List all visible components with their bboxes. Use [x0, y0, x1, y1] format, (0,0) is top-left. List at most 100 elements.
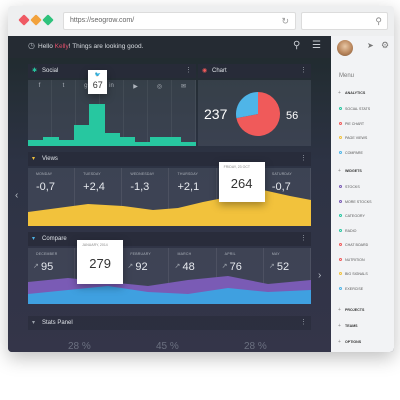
sidebar-item-label: OPTIONS: [345, 340, 362, 344]
views-column-value: -1,3: [130, 181, 150, 193]
sidebar-item-more-stocks[interactable]: MORE STOCKS: [331, 199, 394, 208]
compare-callout-value: 279: [89, 256, 111, 271]
more-options-icon[interactable]: ⋮: [185, 67, 192, 74]
plus-icon: +: [338, 339, 341, 345]
chevron-down-icon[interactable]: ▾: [32, 320, 36, 326]
bullet-icon: [339, 243, 342, 246]
sidebar-item-label: CATEGORY: [345, 214, 365, 218]
sidebar-item-label: MORE STOCKS: [345, 199, 372, 204]
views-column-value: -0,7: [36, 181, 55, 193]
social-bar: [73, 125, 90, 146]
search-icon[interactable]: ⚲: [375, 16, 382, 26]
chart-icon: ◉: [202, 68, 208, 74]
views-prev-arrow[interactable]: ‹: [15, 190, 19, 201]
social-callout[interactable]: 🐦 67: [88, 70, 108, 94]
avatar[interactable]: [337, 40, 353, 56]
plus-icon: +: [338, 90, 341, 96]
pie-slice-red[interactable]: [236, 92, 280, 136]
compare-column[interactable]: FEBRUARY ↗ 92: [122, 248, 170, 304]
compare-column-label: MARCH: [177, 252, 192, 256]
social-network-icon: t: [62, 83, 65, 89]
sidebar-item-radio[interactable]: RADIO: [331, 228, 394, 237]
sidebar-item-label: SOCIAL STATS: [345, 107, 371, 111]
compare-column[interactable]: MAY ↗ 52: [264, 248, 311, 304]
pie-chart: [236, 92, 280, 136]
chart-panel-header: ◉ Chart ⋮: [198, 64, 311, 78]
sidebar-section-widgets[interactable]: + WIDGETS: [331, 168, 394, 177]
compare-area-blue: [28, 286, 311, 304]
sidebar-item-label: COMPARE: [345, 150, 363, 155]
sidebar-item-exercise[interactable]: EXERCISE: [331, 286, 394, 295]
views-column-label: THURSDAY: [177, 172, 199, 176]
more-options-icon[interactable]: ⋮: [300, 155, 307, 162]
sidebar-item-chat-board[interactable]: CHAT BOARD: [331, 243, 394, 251]
views-callout[interactable]: FRIDAY, 23 OCT 264: [218, 162, 265, 202]
address-bar[interactable]: https://seogrow.com/ ↻: [63, 12, 296, 30]
compare-column-label: FEBRUARY: [130, 252, 151, 256]
reload-icon[interactable]: ↻: [281, 16, 289, 26]
social-network-icon: in: [109, 83, 114, 89]
hamburger-menu-icon[interactable]: ☰: [312, 40, 321, 51]
gear-icon[interactable]: ⚙: [381, 40, 390, 50]
sidebar-item-stocks[interactable]: STOCKS: [331, 185, 394, 193]
social-column[interactable]: t: [52, 80, 76, 146]
compare-column[interactable]: APRIL ↗ 76: [217, 248, 264, 304]
sidebar-item-category[interactable]: CATEGORY: [331, 214, 394, 222]
sidebar-item-pie-chart[interactable]: PIE CHART: [331, 121, 394, 130]
sidebar-item-label: NUTRITION: [345, 257, 365, 262]
sidebar-section-analytics[interactable]: + ANALYTICS: [331, 90, 394, 99]
more-options-icon[interactable]: ⋮: [300, 319, 307, 326]
more-options-icon[interactable]: ⋮: [300, 67, 307, 74]
compare-column[interactable]: MARCH ↗ 48: [170, 248, 217, 304]
compare-callout[interactable]: JANUARY, 2014 279: [77, 240, 124, 284]
sidebar-item-label: RADIO: [345, 228, 357, 233]
chevron-down-icon[interactable]: ▾: [32, 236, 36, 242]
views-column[interactable]: TUESDAY +2,4: [75, 168, 123, 226]
views-column[interactable]: SATURDAY -0,7: [264, 168, 311, 226]
chevron-down-icon[interactable]: ▾: [32, 156, 36, 162]
sidebar-item-social-stats[interactable]: SOCIAL STATS: [331, 107, 394, 115]
compare-next-arrow[interactable]: ›: [318, 270, 322, 281]
views-column-value: +2,1: [177, 181, 200, 193]
social-column[interactable]: ▶: [124, 80, 148, 146]
compare-column[interactable]: DECEMBER ↗ 95: [28, 248, 76, 304]
trend-up-icon: ↗: [221, 263, 228, 270]
social-panel-header: ✱ Social ⋮: [28, 64, 196, 78]
sidebar-item-compare[interactable]: COMPARE: [331, 150, 394, 159]
browser-window: https://seogrow.com/ ↻ ⚲ ◷ Hello Kelly! …: [8, 6, 394, 352]
search-icon[interactable]: ⚲: [293, 40, 301, 51]
compare-column-label: DECEMBER: [36, 252, 58, 256]
social-network-icon: g+: [76, 83, 99, 89]
sidebar-item-label: PIE CHART: [345, 121, 365, 126]
views-column[interactable]: MONDAY -0,7: [28, 168, 76, 226]
greeting-prefix: Hello: [38, 43, 53, 50]
views-column-label: SATURDAY: [271, 172, 292, 176]
sidebar-item-nutrition[interactable]: NUTRITION: [331, 257, 394, 266]
social-column[interactable]: ◎: [148, 80, 172, 146]
minimize-window-dot[interactable]: [30, 14, 42, 26]
social-column[interactable]: ✉: [172, 80, 196, 146]
sidebar-item-label: WIDGETS: [345, 169, 362, 173]
sidebar-section-options[interactable]: + OPTIONS: [331, 339, 394, 348]
social-column[interactable]: in: [100, 80, 124, 146]
views-column[interactable]: WEDNESDAY -1,3: [122, 168, 170, 226]
sidebar-section-projects[interactable]: + PROJECTS: [331, 307, 394, 316]
compare-column-value: 52: [276, 261, 290, 273]
views-column-label: TUESDAY: [83, 172, 101, 176]
user-name[interactable]: Kelly: [54, 43, 69, 50]
social-bar: [89, 104, 105, 146]
maximize-window-dot[interactable]: [42, 14, 54, 26]
compare-panel: DECEMBER ↗ 95 FEBRUARY ↗ 92 MARCH ↗ 48 APRIL ↗ 76 MA…: [28, 240, 311, 304]
browser-chrome: https://seogrow.com/ ↻ ⚲: [8, 6, 394, 36]
browser-search-input[interactable]: ⚲: [301, 12, 388, 30]
views-area-chart: [28, 190, 311, 226]
sidebar-item-big-signals[interactable]: BIG SIGNALS: [331, 272, 394, 280]
more-options-icon[interactable]: ⋮: [300, 235, 307, 242]
views-column[interactable]: THURSDAY +2,1: [170, 168, 217, 226]
send-icon[interactable]: ➤: [367, 41, 374, 50]
sidebar-item-page-views[interactable]: PAGE VIEWS: [331, 136, 394, 144]
sidebar-section-teams[interactable]: + TEAMS: [331, 323, 394, 332]
social-column[interactable]: f: [28, 80, 52, 146]
close-window-dot[interactable]: [18, 14, 30, 26]
pie-slice-blue[interactable]: [236, 92, 258, 119]
